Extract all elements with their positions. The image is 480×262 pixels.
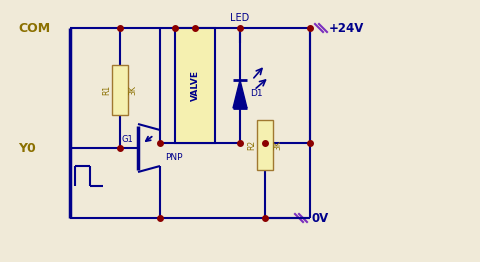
Text: COM: COM — [18, 21, 50, 35]
Text: R2: R2 — [248, 140, 256, 150]
Text: 0V: 0V — [311, 212, 328, 226]
Bar — [175, 28, 215, 143]
Bar — [257, 120, 273, 170]
Text: 3K: 3K — [274, 140, 283, 150]
Polygon shape — [233, 80, 247, 108]
Text: D1: D1 — [250, 90, 263, 99]
Text: 3K: 3K — [129, 85, 137, 95]
Text: R1: R1 — [103, 85, 111, 95]
Text: LED: LED — [230, 13, 250, 23]
Text: PNP: PNP — [165, 153, 182, 162]
Text: G1: G1 — [121, 135, 133, 145]
Text: +24V: +24V — [329, 21, 364, 35]
Bar — [112, 65, 128, 115]
Text: VALVE: VALVE — [191, 70, 200, 101]
Text: Y0: Y0 — [18, 141, 36, 155]
